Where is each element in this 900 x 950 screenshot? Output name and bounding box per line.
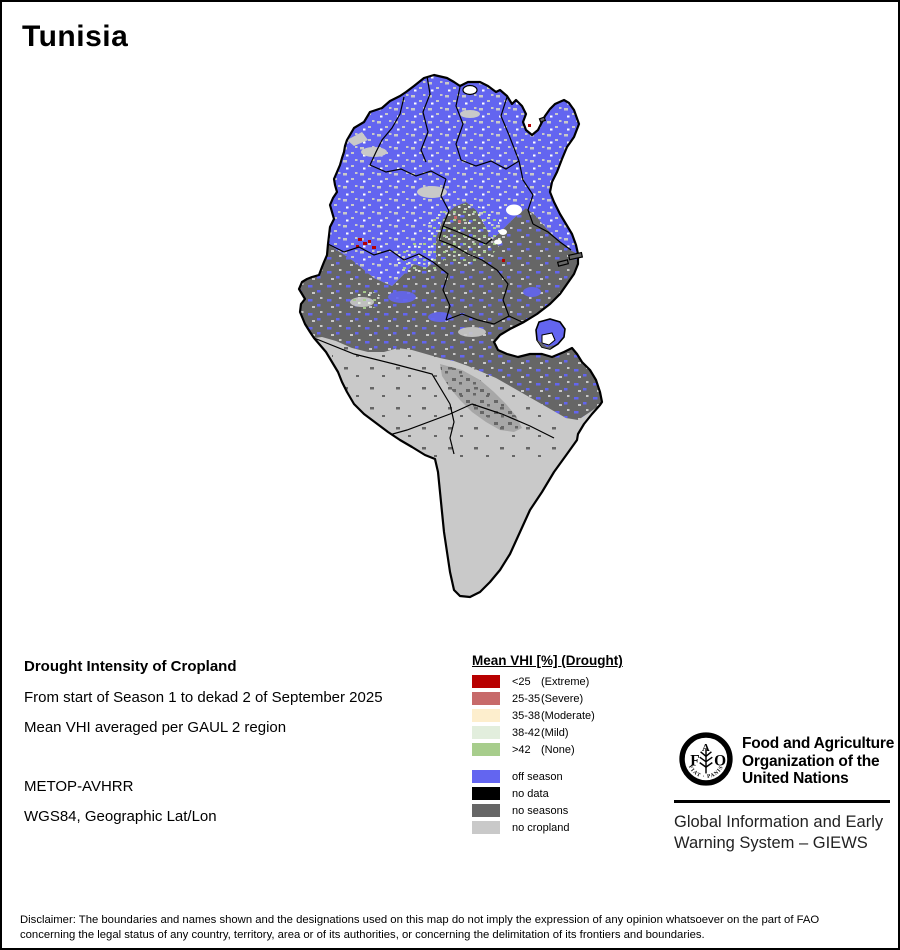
disclaimer: Disclaimer: The boundaries and names sho… — [20, 913, 888, 942]
legend-range: >42 — [512, 744, 531, 756]
legend-label: no seasons — [512, 805, 569, 817]
legend-range: 25-35 — [512, 693, 541, 705]
map-subject-heading: Drought Intensity of Cropland — [24, 658, 237, 675]
legend-range: 38-42 — [512, 727, 541, 739]
map-period-text: From start of Season 1 to dekad 2 of Sep… — [24, 689, 383, 706]
page-title: Tunisia — [22, 20, 129, 53]
legend-swatch-no-seasons — [472, 804, 500, 817]
legend-qualifier: (Extreme) — [541, 676, 590, 688]
map-small-islands — [538, 116, 584, 267]
map-extreme-drought-specks — [356, 124, 531, 262]
sensor-name: METOP-AVHRR — [24, 778, 134, 795]
fao-logo: F O A FIAT · PANIS — [679, 732, 733, 786]
disclaimer-line-2: concerning the legal status of any count… — [20, 928, 705, 941]
giews-name: Global Information and Early Warning Sys… — [674, 813, 884, 852]
legend-range: <25 — [512, 676, 531, 688]
fao-logo-letter-a: A — [702, 742, 710, 754]
legend-qualifier: (Severe) — [541, 693, 584, 705]
legend-swatch-off-season — [472, 770, 500, 783]
legend-swatch-none — [472, 743, 500, 756]
legend-swatch-no-cropland — [472, 821, 500, 834]
legend-qualifier: (Moderate) — [541, 710, 595, 722]
map-lakes — [462, 84, 522, 245]
legend-swatch-severe — [472, 692, 500, 705]
map-aggregation-text: Mean VHI averaged per GAUL 2 region — [24, 719, 287, 736]
legend-range: 35-38 — [512, 710, 541, 722]
legend-swatch-moderate — [472, 709, 500, 722]
fao-logo-letter-o: O — [714, 752, 726, 769]
legend-label: no data — [512, 788, 549, 800]
footer-divider — [674, 800, 890, 803]
projection-name: WGS84, Geographic Lat/Lon — [24, 808, 217, 825]
legend-swatch-extreme — [472, 675, 500, 688]
map-djerba-island — [535, 318, 566, 350]
legend-title: Mean VHI [%] (Drought) — [472, 653, 623, 668]
legend-swatch-no-data — [472, 787, 500, 800]
disclaimer-line-1: Disclaimer: The boundaries and names sho… — [20, 914, 820, 926]
tunisia-drought-map — [297, 73, 604, 599]
fao-name: Food and Agriculture Organization of the… — [742, 735, 895, 787]
map-country-outline — [297, 73, 604, 599]
legend-qualifier: (Mild) — [541, 727, 569, 739]
legend-label: off season — [512, 771, 563, 783]
fao-logo-letter-f: F — [690, 752, 699, 769]
legend-label: no cropland — [512, 822, 570, 834]
legend-qualifier: (None) — [541, 744, 575, 756]
fao-logo-wheat — [699, 749, 713, 774]
legend-swatch-mild — [472, 726, 500, 739]
